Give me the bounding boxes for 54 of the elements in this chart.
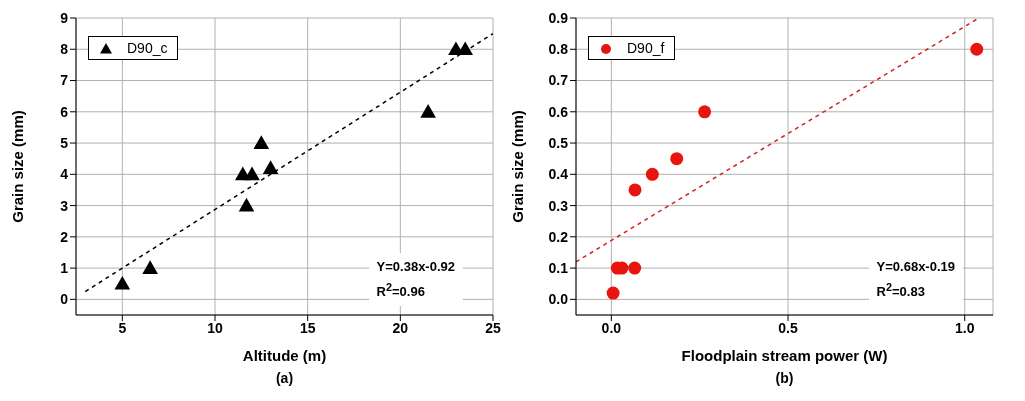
point — [628, 261, 642, 275]
point — [606, 286, 620, 300]
point — [420, 103, 436, 118]
text: (b) — [774, 370, 795, 386]
annotation: Y=0.68x-0.19 — [876, 258, 955, 276]
y-tick-label: 2 — [60, 228, 69, 245]
point — [670, 152, 684, 166]
point — [970, 42, 984, 56]
x-axis-title: Altitude (m) — [242, 347, 327, 364]
x-tick-label: 0.0 — [601, 319, 622, 336]
y-tick-label: 8 — [60, 41, 69, 58]
text: (a) — [274, 370, 295, 386]
y-tick-label: 9 — [60, 9, 69, 26]
y-tick-label: 3 — [60, 197, 69, 214]
point — [142, 260, 158, 274]
legend-label: D90_f — [627, 40, 665, 56]
point — [645, 167, 659, 181]
annotation: Y=0.38x-0.92 — [376, 258, 455, 276]
y-tick-label: 5 — [60, 135, 69, 152]
x-tick-label: 20 — [392, 319, 409, 336]
x-tick-label: 1.0 — [954, 319, 975, 336]
y-tick-label: 0.4 — [548, 166, 569, 183]
point — [628, 183, 642, 197]
y-tick-label: 1 — [60, 260, 69, 277]
x-tick-label: 15 — [299, 319, 316, 336]
annotation: R$^{2}$=0.96 — [376, 280, 426, 302]
point — [262, 160, 279, 174]
y-tick-label: 0.5 — [548, 135, 569, 152]
y-axis-title: Grain size (mm) — [9, 110, 27, 223]
y-tick-label: 6 — [60, 103, 69, 120]
x-axis-title: Floodplain stream power (W) — [681, 347, 888, 364]
y-tick-label: 0.1 — [548, 260, 569, 277]
y-tick-label: 0.0 — [548, 291, 569, 308]
y-tick-label: 0.6 — [548, 103, 569, 120]
x-tick-label: 0.5 — [778, 319, 798, 336]
y-tick-label: 4 — [60, 166, 69, 183]
y-axis-title: Grain size (mm) — [509, 110, 527, 223]
y-tick-label: 0 — [60, 291, 69, 308]
annotation: R$^{2}$=0.83 — [876, 280, 926, 302]
point — [114, 275, 131, 290]
point — [244, 166, 260, 181]
point — [698, 105, 712, 119]
y-tick-label: 7 — [60, 72, 69, 89]
point — [253, 135, 270, 149]
x-tick-label: 25 — [485, 319, 501, 336]
y-tick-label: 0.7 — [548, 72, 569, 89]
y-tick-label: 0.3 — [548, 197, 569, 214]
legend-label: D90_c — [127, 40, 168, 56]
x-tick-label: 5 — [118, 319, 127, 336]
point — [238, 197, 255, 212]
x-tick-label: 10 — [207, 319, 223, 336]
y-tick-label: 0.8 — [548, 41, 569, 58]
y-tick-label: 0.2 — [548, 228, 569, 245]
y-tick-label: 0.9 — [548, 9, 569, 26]
